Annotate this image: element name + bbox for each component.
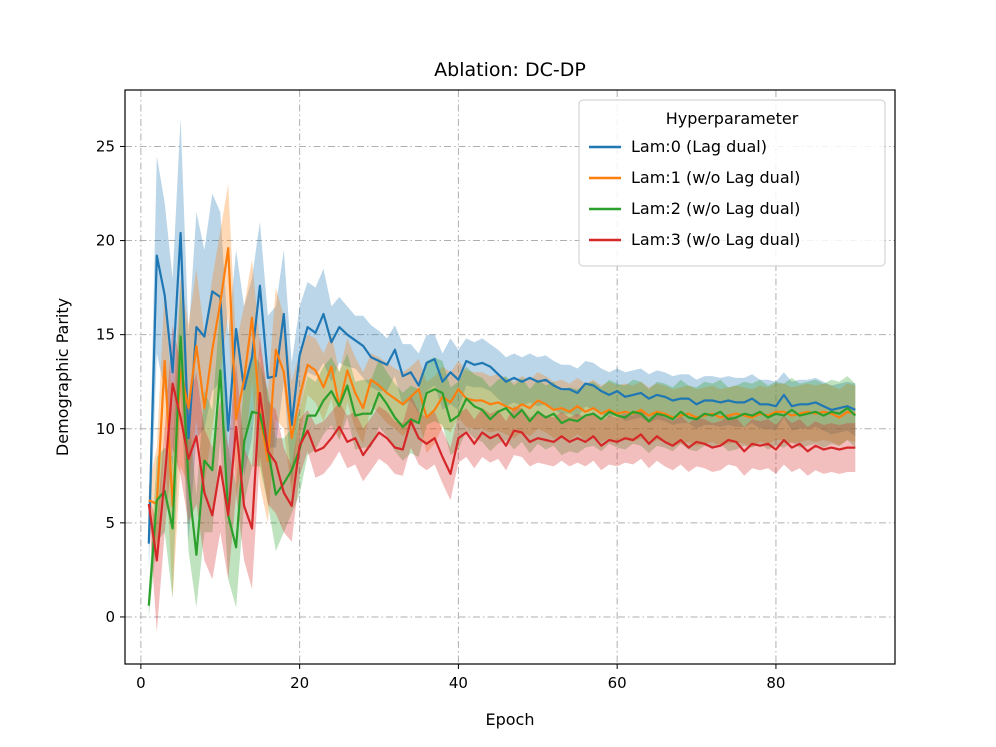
series-line-lam3 bbox=[147, 382, 856, 562]
x-axis-label: Epoch bbox=[486, 710, 535, 729]
legend: Hyperparameter Lam:0 (Lag dual) Lam:1 (w/o… bbox=[578, 99, 886, 267]
x-tick-label: 60 bbox=[608, 674, 627, 692]
y-tick-label: 10 bbox=[96, 420, 115, 438]
y-tick-label: 25 bbox=[96, 137, 115, 155]
legend-entry-lam0: Lam:0 (Lag dual) bbox=[631, 137, 767, 156]
confidence-band-lam2 bbox=[148, 287, 856, 617]
confidence-band-lam3 bbox=[148, 325, 856, 632]
series-line-lam1 bbox=[148, 247, 856, 507]
legend-entry-lam1: Lam:1 (w/o Lag dual) bbox=[631, 168, 800, 187]
x-tick-label: 0 bbox=[136, 674, 146, 692]
y-axis-label: Demographic Parity bbox=[53, 298, 72, 456]
chart-title: Ablation: DC-DP bbox=[434, 59, 586, 81]
confidence-bands bbox=[148, 118, 856, 632]
confidence-band-lam0 bbox=[148, 118, 856, 570]
axis-ticks: 0 20 40 60 80 0 5 10 15 20 25 bbox=[96, 137, 786, 692]
y-tick-label: 0 bbox=[105, 608, 115, 626]
legend-title: Hyperparameter bbox=[666, 109, 799, 128]
series-lines bbox=[147, 231, 857, 606]
legend-box bbox=[578, 99, 886, 267]
legend-entry-lam3: Lam:3 (w/o Lag dual) bbox=[631, 230, 800, 249]
plot-frame bbox=[124, 89, 896, 665]
x-tick-label: 20 bbox=[290, 674, 309, 692]
x-tick-label: 40 bbox=[449, 674, 468, 692]
x-tick-label: 80 bbox=[766, 674, 785, 692]
y-tick-label: 15 bbox=[96, 326, 115, 344]
y-tick-label: 20 bbox=[96, 232, 115, 250]
legend-entry-lam2: Lam:2 (w/o Lag dual) bbox=[631, 199, 800, 218]
confidence-band-lam1 bbox=[148, 184, 856, 599]
y-tick-label: 5 bbox=[105, 514, 115, 532]
series-line-lam0 bbox=[147, 231, 856, 544]
